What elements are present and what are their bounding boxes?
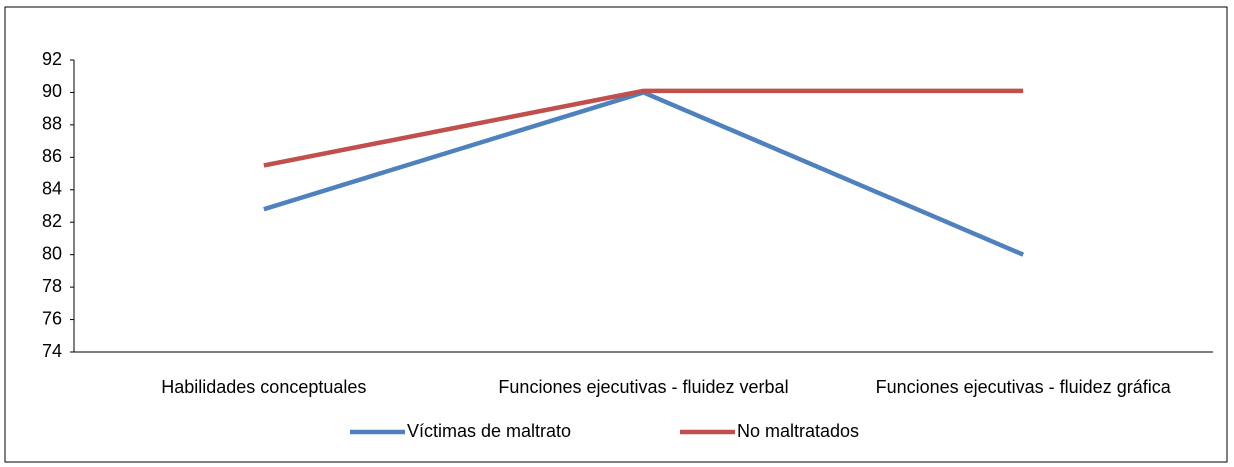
y-tick-label: 90 (42, 81, 62, 101)
chart-border (4, 6, 1228, 463)
y-tick-label: 84 (42, 179, 62, 199)
y-tick-label: 76 (42, 308, 62, 328)
y-tick-label: 92 (42, 49, 62, 69)
y-tick-label: 82 (42, 211, 62, 231)
y-tick-label: 86 (42, 146, 62, 166)
x-tick-label: Funciones ejecutivas - fluidez verbal (498, 377, 789, 397)
legend-label: Víctimas de maltrato (407, 421, 571, 441)
x-tick-label: Habilidades conceptuales (161, 377, 367, 397)
y-tick-label: 78 (42, 276, 62, 296)
x-tick-label: Funciones ejecutivas - fluidez gráfica (875, 377, 1171, 397)
legend-label: No maltratados (737, 421, 859, 441)
y-tick-label: 88 (42, 114, 62, 134)
line (263, 88, 1024, 168)
y-tick-label: 80 (42, 243, 62, 263)
y-tick-label: 74 (42, 341, 62, 361)
